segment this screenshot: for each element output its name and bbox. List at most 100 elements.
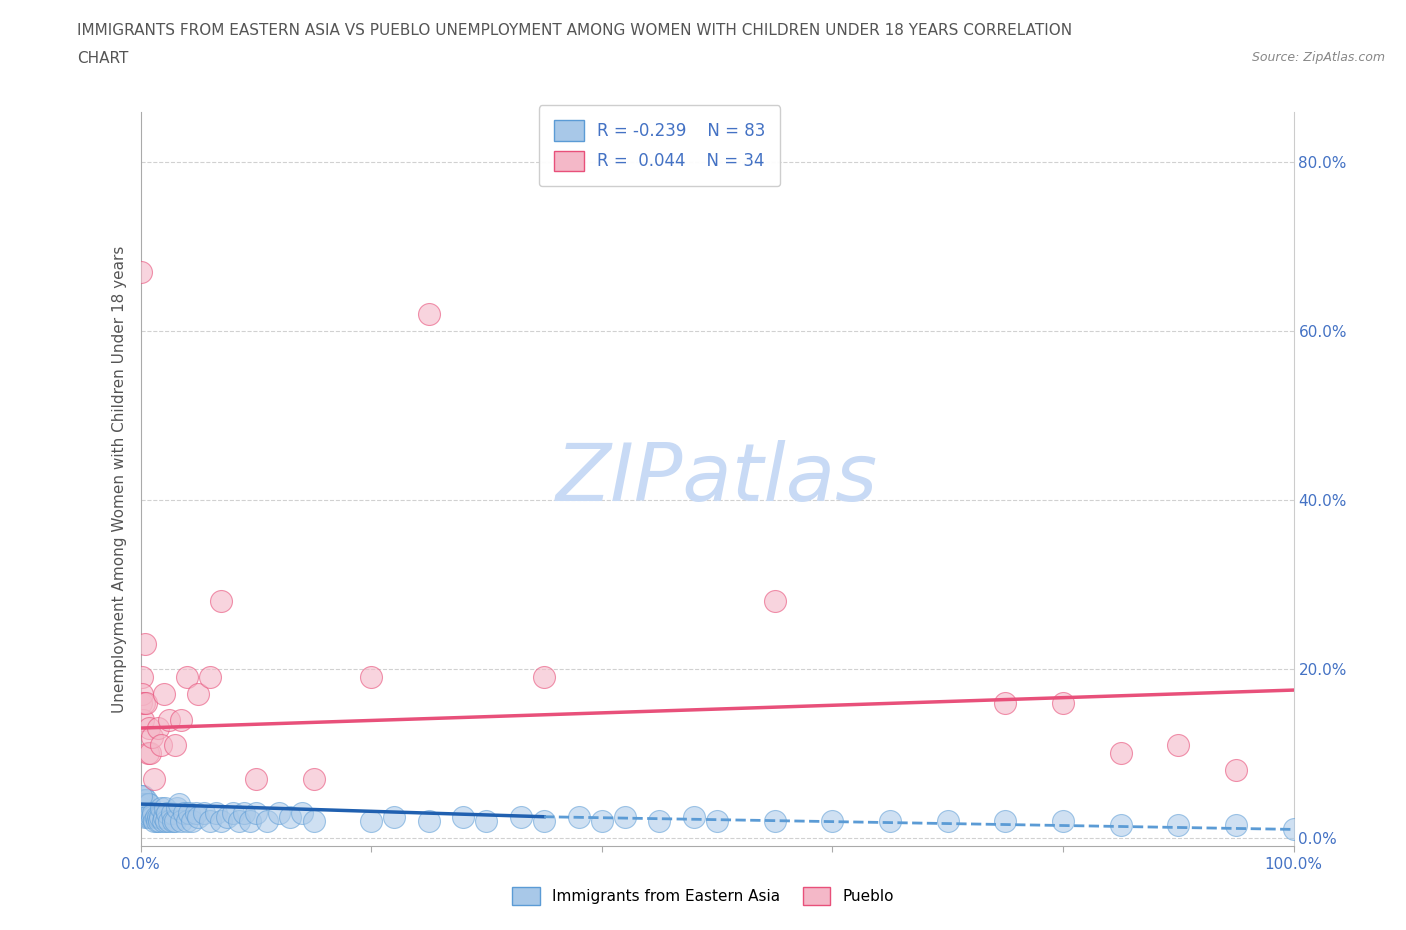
Point (132, 805, 155, 820)
Point (138, 805, 160, 820)
Point (879, 814, 901, 829)
Point (129, 265, 152, 280)
Legend: Immigrants from Eastern Asia, Pueblo: Immigrants from Eastern Asia, Pueblo (499, 874, 907, 918)
Point (136, 746, 159, 761)
Point (132, 805, 155, 820)
Point (936, 814, 959, 829)
Point (167, 797, 190, 812)
Point (418, 814, 440, 829)
Point (152, 687, 174, 702)
Point (591, 814, 613, 829)
Point (181, 814, 204, 829)
Point (360, 670, 382, 684)
Point (153, 801, 176, 816)
Point (138, 797, 160, 812)
Point (233, 805, 256, 820)
Point (170, 814, 193, 829)
Point (418, 307, 440, 322)
Point (209, 814, 232, 829)
Point (382, 809, 405, 824)
Point (146, 721, 169, 736)
Point (149, 809, 172, 824)
Point (131, 792, 153, 807)
Point (136, 809, 159, 824)
Point (1052, 696, 1074, 711)
Legend: R = -0.239    N = 83, R =  0.044    N = 34: R = -0.239 N = 83, R = 0.044 N = 34 (538, 105, 780, 186)
Point (245, 771, 267, 786)
Point (1052, 814, 1074, 829)
Point (166, 801, 188, 816)
Point (209, 594, 232, 609)
Point (159, 712, 180, 727)
Point (453, 809, 475, 824)
Point (165, 737, 187, 752)
Point (176, 814, 198, 829)
Point (165, 814, 187, 829)
Point (150, 737, 173, 752)
Point (291, 805, 314, 820)
Point (648, 814, 671, 829)
Text: IMMIGRANTS FROM EASTERN ASIA VS PUEBLO UNEMPLOYMENT AMONG WOMEN WITH CHILDREN UN: IMMIGRANTS FROM EASTERN ASIA VS PUEBLO U… (77, 23, 1073, 38)
Point (141, 809, 163, 824)
Point (132, 712, 155, 727)
Point (134, 809, 156, 824)
Point (135, 805, 157, 820)
Point (129, 797, 152, 812)
Point (198, 670, 221, 684)
Point (994, 696, 1017, 711)
Point (763, 814, 786, 829)
Point (141, 729, 163, 744)
Point (159, 814, 180, 829)
Point (129, 789, 152, 804)
Text: CHART: CHART (77, 51, 129, 66)
Text: ZIPatlas: ZIPatlas (555, 440, 879, 518)
Point (160, 805, 183, 820)
Point (256, 814, 278, 829)
Point (143, 814, 166, 829)
Point (129, 696, 152, 711)
Point (568, 809, 591, 824)
Point (131, 687, 153, 702)
Point (187, 687, 209, 702)
Point (683, 809, 706, 824)
Point (1109, 746, 1132, 761)
Point (146, 809, 169, 824)
Point (132, 696, 155, 711)
Point (1109, 817, 1132, 832)
Point (170, 712, 193, 727)
Point (139, 805, 162, 820)
Point (138, 721, 160, 736)
Point (821, 814, 844, 829)
Y-axis label: Unemployment Among Women with Children Under 18 years: Unemployment Among Women with Children U… (111, 246, 127, 712)
Point (280, 809, 302, 824)
Point (239, 814, 262, 829)
Point (134, 636, 156, 651)
Point (132, 797, 155, 812)
Point (148, 814, 170, 829)
Point (222, 805, 245, 820)
Point (1167, 817, 1189, 832)
Point (1282, 822, 1305, 837)
Point (245, 805, 267, 820)
Point (763, 594, 786, 609)
Point (145, 814, 167, 829)
Point (533, 814, 555, 829)
Point (132, 789, 155, 804)
Point (706, 814, 728, 829)
Point (510, 809, 533, 824)
Point (134, 797, 156, 812)
Point (360, 814, 382, 829)
Point (302, 771, 325, 786)
Point (193, 805, 215, 820)
Point (198, 814, 221, 829)
Point (533, 670, 555, 684)
Point (142, 805, 165, 820)
Point (139, 809, 162, 824)
Point (228, 814, 250, 829)
Point (136, 797, 159, 812)
Point (177, 805, 200, 820)
Point (613, 809, 636, 824)
Point (994, 814, 1017, 829)
Point (145, 809, 167, 824)
Point (139, 746, 162, 761)
